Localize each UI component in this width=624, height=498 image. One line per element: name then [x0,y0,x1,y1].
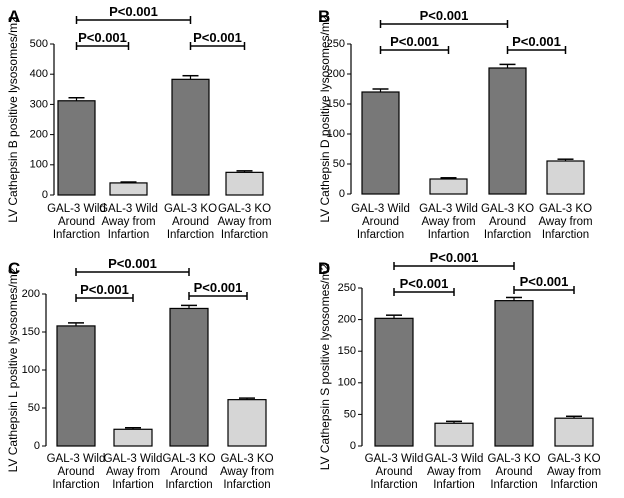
significance-label: P<0.001 [390,34,439,49]
y-tick-label: 200 [30,129,48,141]
bar [227,399,267,447]
significance-label: P<0.001 [80,282,129,297]
bar [434,422,474,447]
bar [109,182,148,196]
category-label: GAL-3 KO Around Infarction [162,453,215,491]
panel-label: D [318,259,330,278]
significance-label: P<0.001 [193,30,242,45]
bar [57,100,96,196]
category-label: GAL-3 Wild Away from Infartion [425,453,484,491]
significance-label: P<0.001 [520,274,569,289]
bar [171,78,210,196]
category-label: GAL-3 Wild Away from Infartion [419,203,478,241]
y-tick-label: 400 [30,68,48,80]
y-tick-label: 200 [338,314,356,326]
significance-label: P<0.001 [420,8,469,23]
y-tick-label: 0 [339,188,345,200]
y-tick-label: 0 [350,440,356,452]
chart-panel-c: CLV Cathepsin L positive lysosomes/m2 0 50… [6,256,274,491]
chart-panel-a: ALV Cathepsin B positive lysosomes/m2 0 10… [6,4,271,241]
category-label: GAL-3 KO Away from Infarction [547,453,601,491]
category-label: GAL-3 Wild Around Infarction [47,203,106,241]
bar [429,178,468,195]
category-label: GAL-3 Wild Away from Infartion [99,203,158,241]
y-tick-label: 250 [338,282,356,294]
significance-label: P<0.001 [78,30,127,45]
bar [374,317,414,447]
y-tick-label: 100 [338,377,356,389]
bar [225,171,264,196]
category-label: GAL-3 Wild Around Infarction [47,453,106,491]
category-label: GAL-3 KO Away from Infarction [220,453,274,491]
significance-label: P<0.001 [512,34,561,49]
y-tick-label: 0 [34,440,40,452]
bar [361,91,400,195]
panel-label: A [8,7,20,26]
significance-label: P<0.001 [109,4,158,19]
y-axis-label: LV Cathepsin B positive lysosomes/m2 [6,16,20,223]
y-tick-label: 250 [327,38,345,50]
y-tick-label: 200 [22,288,40,300]
category-label: GAL-3 Wild Away from Infartion [104,453,163,491]
bar [169,307,209,447]
y-tick-label: 50 [344,408,356,420]
category-label: GAL-3 KO Away from Infarction [217,203,271,241]
category-label: GAL-3 KO Away from Infarction [538,203,592,241]
bar [546,160,585,195]
significance-label: P<0.001 [194,280,243,295]
chart-panel-b: BLV Cathepsin D positive lysosomes/m2 0 50… [318,7,593,241]
bar [113,428,153,447]
panel-label: B [318,7,330,26]
y-axis-label: LV Cathepsin D positive lysosomes/m2 [318,15,332,223]
category-label: GAL-3 KO Around Infarction [487,453,540,491]
y-tick-label: 500 [30,38,48,50]
significance-label: P<0.001 [400,276,449,291]
y-tick-label: 0 [42,189,48,201]
category-label: GAL-3 KO Around Infarction [164,203,217,241]
significance-label: P<0.001 [108,256,157,271]
chart-panel-d: DLV Cathepsin S positive lysosomes/m2 0 50… [318,250,601,491]
bar [554,417,594,447]
y-tick-label: 50 [28,402,40,414]
y-tick-label: 100 [30,159,48,171]
category-label: GAL-3 KO Around Infarction [481,203,534,241]
panel-label: C [8,259,20,278]
bar [494,300,534,447]
y-tick-label: 50 [333,158,345,170]
y-tick-label: 300 [30,98,48,110]
y-tick-label: 150 [22,326,40,338]
y-axis-label: LV Cathepsin L positive lysosomes/m2 [6,267,20,472]
bar [488,67,527,195]
y-tick-label: 150 [327,98,345,110]
category-label: GAL-3 Wild Around Infarction [351,203,410,241]
bar [56,325,96,447]
category-label: GAL-3 Wild Around Infarction [365,453,424,491]
y-tick-label: 200 [327,68,345,80]
y-tick-label: 100 [22,364,40,376]
y-tick-label: 150 [338,345,356,357]
significance-label: P<0.001 [430,250,479,265]
y-tick-label: 100 [327,128,345,140]
y-axis-label: LV Cathepsin S positive lysosomes/m2 [318,263,332,470]
